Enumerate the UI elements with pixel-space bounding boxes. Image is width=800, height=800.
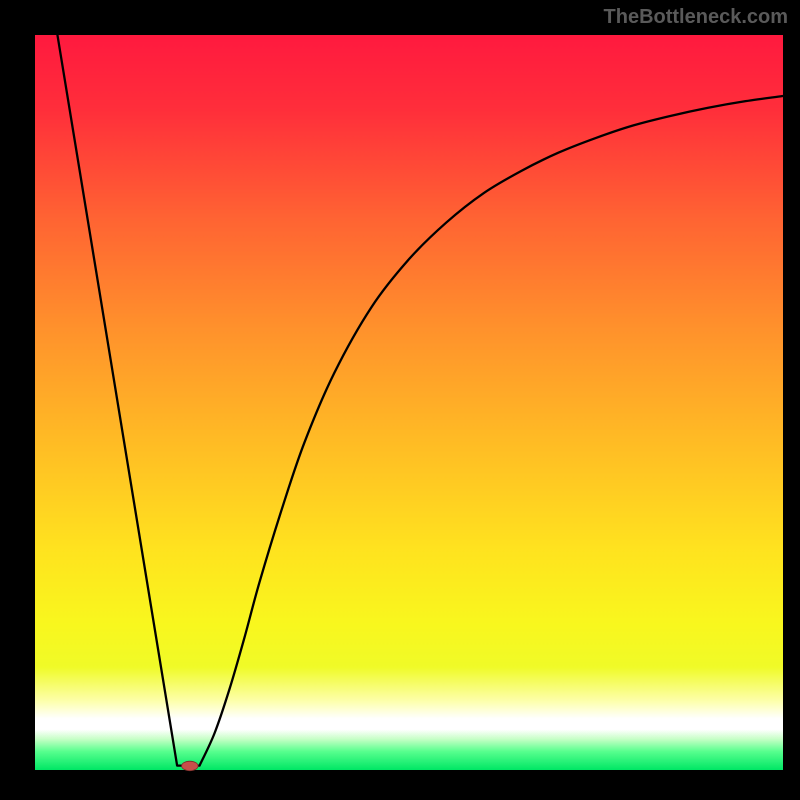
watermark-text: TheBottleneck.com	[604, 6, 788, 29]
optimum-point-marker	[182, 761, 198, 771]
plot-area	[35, 35, 783, 770]
curve-overlay	[35, 35, 783, 770]
bottleneck-curve	[57, 35, 783, 766]
chart-container: TheBottleneck.com	[0, 0, 800, 800]
